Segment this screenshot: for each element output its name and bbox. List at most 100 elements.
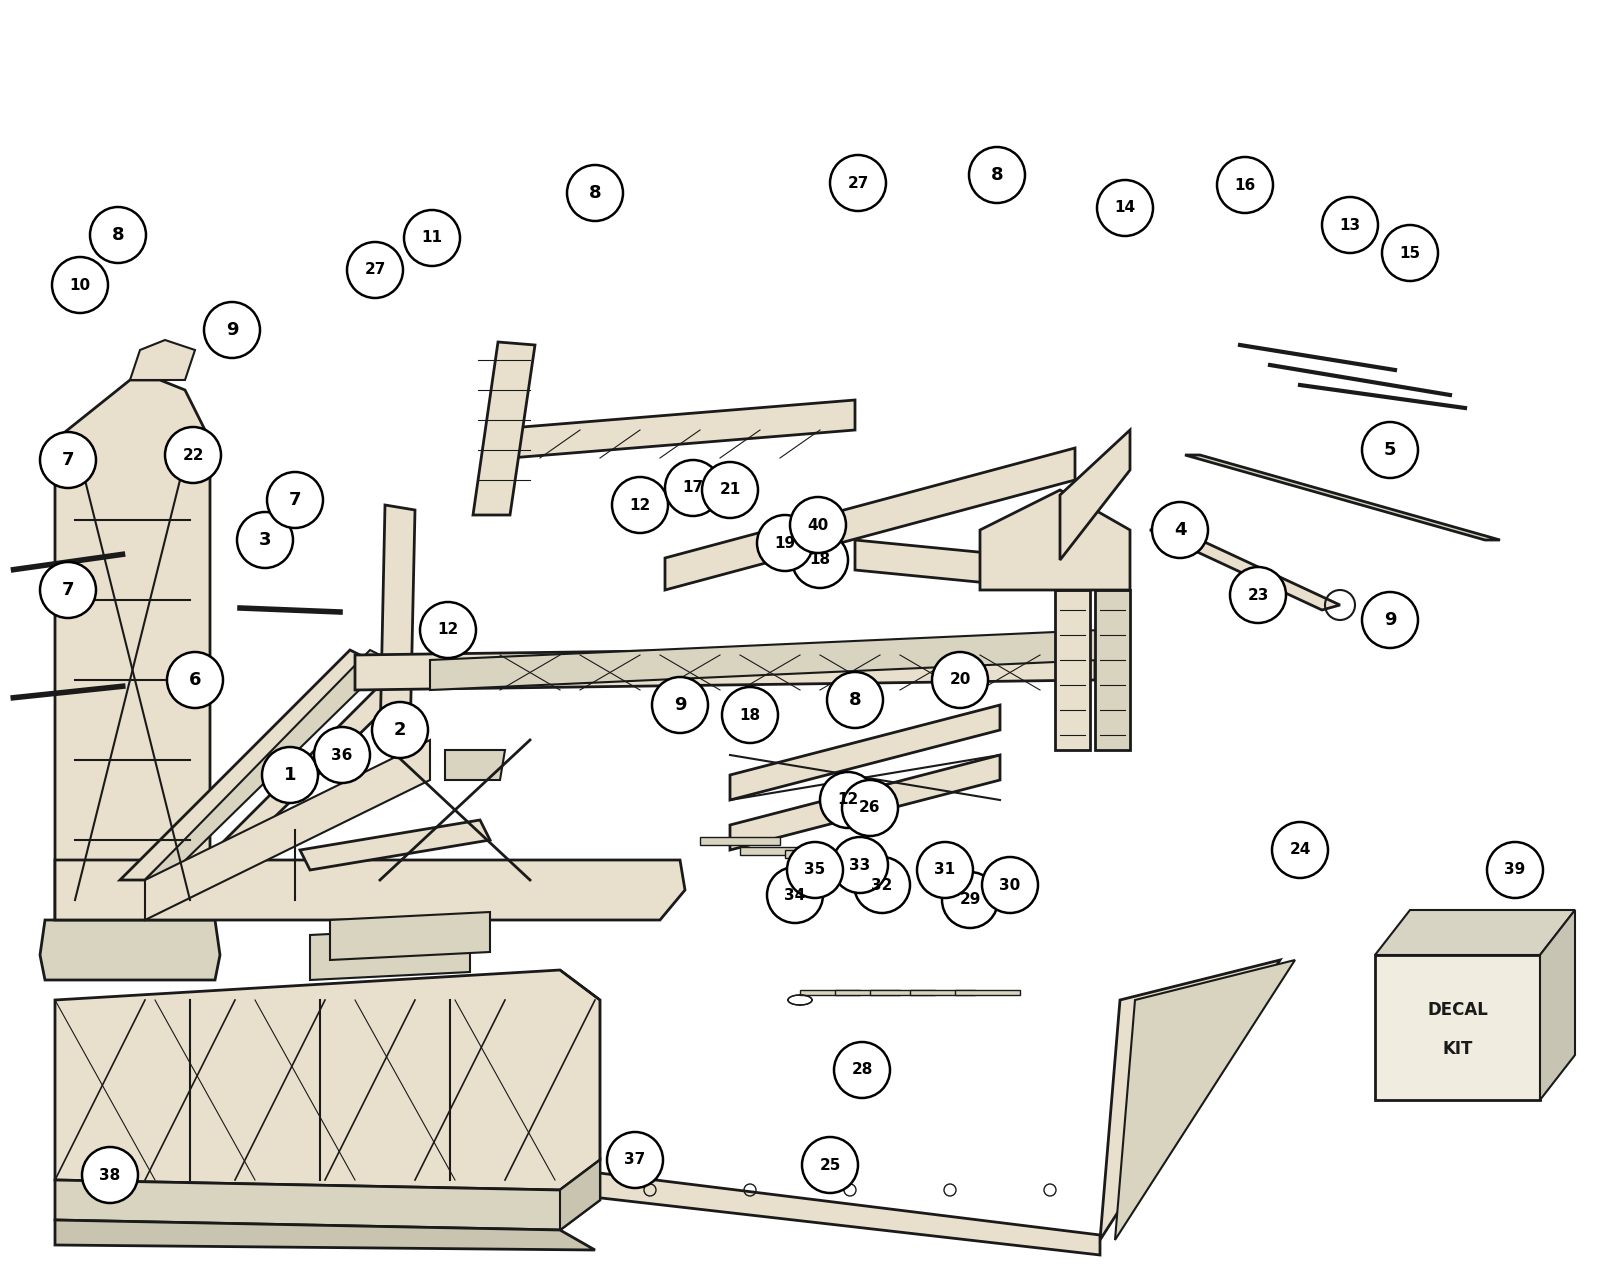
Text: 7: 7 bbox=[62, 451, 74, 469]
Polygon shape bbox=[870, 990, 934, 995]
Text: 8: 8 bbox=[990, 166, 1003, 184]
Circle shape bbox=[611, 476, 669, 533]
Circle shape bbox=[653, 677, 707, 733]
Circle shape bbox=[1098, 180, 1154, 236]
Circle shape bbox=[842, 779, 898, 836]
Text: 11: 11 bbox=[421, 231, 443, 245]
Text: 25: 25 bbox=[819, 1157, 840, 1172]
Text: 18: 18 bbox=[739, 707, 760, 723]
Circle shape bbox=[1272, 822, 1328, 878]
Polygon shape bbox=[800, 990, 861, 995]
Text: 20: 20 bbox=[949, 673, 971, 687]
Circle shape bbox=[666, 460, 722, 516]
Polygon shape bbox=[510, 401, 854, 458]
Circle shape bbox=[1152, 502, 1208, 559]
Circle shape bbox=[827, 672, 883, 728]
Circle shape bbox=[942, 872, 998, 928]
Text: 12: 12 bbox=[629, 497, 651, 512]
Text: 7: 7 bbox=[62, 580, 74, 600]
Text: 17: 17 bbox=[683, 480, 704, 496]
Text: 34: 34 bbox=[784, 887, 806, 903]
Polygon shape bbox=[146, 650, 390, 880]
Text: 13: 13 bbox=[1339, 217, 1360, 232]
Circle shape bbox=[1322, 196, 1378, 253]
Circle shape bbox=[40, 562, 96, 618]
Circle shape bbox=[802, 1138, 858, 1193]
Circle shape bbox=[790, 497, 846, 553]
Polygon shape bbox=[910, 990, 974, 995]
Text: 18: 18 bbox=[810, 552, 830, 568]
Polygon shape bbox=[1539, 910, 1574, 1100]
Text: 9: 9 bbox=[674, 696, 686, 714]
Circle shape bbox=[982, 856, 1038, 913]
Circle shape bbox=[371, 702, 429, 758]
Text: 8: 8 bbox=[848, 691, 861, 709]
Polygon shape bbox=[666, 448, 1075, 591]
Text: 9: 9 bbox=[226, 321, 238, 339]
Text: 16: 16 bbox=[1234, 177, 1256, 193]
Circle shape bbox=[832, 837, 888, 892]
Circle shape bbox=[165, 428, 221, 483]
Circle shape bbox=[702, 462, 758, 517]
Circle shape bbox=[1230, 568, 1286, 623]
Text: 30: 30 bbox=[1000, 877, 1021, 892]
Circle shape bbox=[166, 652, 222, 707]
Circle shape bbox=[262, 747, 318, 802]
Circle shape bbox=[757, 515, 813, 571]
Circle shape bbox=[830, 155, 886, 211]
Text: 2: 2 bbox=[394, 722, 406, 740]
Text: 29: 29 bbox=[960, 892, 981, 908]
Polygon shape bbox=[54, 380, 210, 921]
Circle shape bbox=[931, 652, 989, 707]
Circle shape bbox=[766, 867, 822, 923]
Text: 7: 7 bbox=[288, 490, 301, 508]
Polygon shape bbox=[1374, 910, 1574, 955]
Text: 19: 19 bbox=[774, 535, 795, 551]
Text: 14: 14 bbox=[1115, 200, 1136, 216]
Text: 27: 27 bbox=[848, 176, 869, 190]
Circle shape bbox=[1218, 157, 1274, 213]
Circle shape bbox=[419, 602, 477, 657]
Circle shape bbox=[347, 241, 403, 298]
Circle shape bbox=[722, 687, 778, 743]
Text: 21: 21 bbox=[720, 483, 741, 497]
Polygon shape bbox=[54, 1220, 595, 1251]
Text: 35: 35 bbox=[805, 863, 826, 877]
Polygon shape bbox=[54, 969, 600, 1190]
Circle shape bbox=[1382, 225, 1438, 281]
Polygon shape bbox=[1094, 591, 1130, 750]
Polygon shape bbox=[1186, 455, 1501, 541]
Text: DECAL: DECAL bbox=[1427, 1002, 1488, 1019]
Text: 40: 40 bbox=[808, 517, 829, 533]
Circle shape bbox=[90, 207, 146, 263]
Circle shape bbox=[1362, 592, 1418, 648]
Polygon shape bbox=[54, 860, 685, 921]
Text: 6: 6 bbox=[189, 672, 202, 690]
Polygon shape bbox=[739, 847, 819, 855]
Text: 28: 28 bbox=[851, 1062, 872, 1077]
Text: 23: 23 bbox=[1248, 588, 1269, 602]
Polygon shape bbox=[120, 650, 370, 880]
Text: 5: 5 bbox=[1384, 440, 1397, 458]
Polygon shape bbox=[430, 630, 1101, 690]
Polygon shape bbox=[786, 850, 866, 858]
Text: 24: 24 bbox=[1290, 842, 1310, 858]
Text: 32: 32 bbox=[872, 877, 893, 892]
Polygon shape bbox=[979, 490, 1130, 591]
Polygon shape bbox=[1115, 960, 1294, 1240]
Circle shape bbox=[267, 473, 323, 528]
Polygon shape bbox=[955, 990, 1021, 995]
Circle shape bbox=[834, 1043, 890, 1098]
Polygon shape bbox=[835, 990, 899, 995]
Polygon shape bbox=[40, 921, 221, 980]
Polygon shape bbox=[381, 505, 414, 740]
Text: BASIC LOADER PARTS: BASIC LOADER PARTS bbox=[448, 22, 1152, 78]
Circle shape bbox=[82, 1147, 138, 1203]
Circle shape bbox=[787, 842, 843, 898]
Text: 39: 39 bbox=[1504, 863, 1526, 877]
Text: 8: 8 bbox=[589, 184, 602, 202]
Polygon shape bbox=[1054, 591, 1090, 750]
Polygon shape bbox=[730, 755, 1000, 850]
Circle shape bbox=[606, 1132, 662, 1188]
Circle shape bbox=[970, 146, 1026, 203]
